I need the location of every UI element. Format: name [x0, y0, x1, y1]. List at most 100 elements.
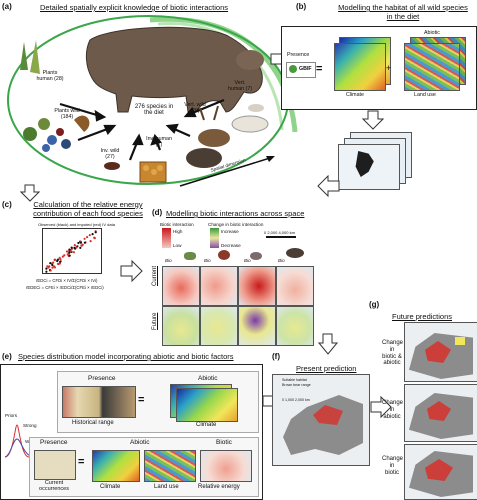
priors-curves [4, 424, 34, 458]
panel-b-box: Presence GBIF = Abiotic Climate + Land u… [281, 26, 477, 110]
vertebrate-illustrations [186, 104, 269, 168]
climate-label: Climate [346, 92, 364, 98]
scatter-point [77, 241, 80, 245]
abiotic-label: Abiotic [424, 30, 440, 36]
current-label: Current occurrences [39, 480, 69, 492]
scatter-point [79, 246, 82, 249]
panel-d-letter: (d) [152, 208, 163, 217]
scatter-point [46, 265, 49, 268]
presence2-label: Presence [40, 439, 68, 446]
group-inv-wild: Inv. wild (27) [100, 148, 120, 160]
panel-g-letter: (g) [369, 300, 380, 309]
map-current-2 [200, 266, 238, 306]
d-scale-bar [266, 236, 296, 238]
panel-c-title: Calculation of the relative energy contr… [33, 200, 143, 218]
bio-label-1: Bio [165, 258, 172, 263]
map-future-3 [238, 306, 276, 346]
scatter-point [83, 241, 86, 244]
equals-sign: = [316, 63, 323, 75]
land-use-label-e: Land use [154, 484, 179, 490]
center-arrows [59, 98, 225, 161]
change-colorbar [210, 228, 219, 248]
future-map-3 [404, 444, 477, 500]
biotic-colorbar [162, 228, 171, 248]
arrow-b-down [362, 110, 384, 130]
scatter-point [63, 254, 66, 257]
scatter-point [81, 243, 84, 246]
decrease-label: Decrease [221, 243, 241, 248]
panel-e-letter: (e) [2, 352, 12, 361]
scatter-point [52, 265, 56, 268]
bio-label-3: Bio [244, 258, 251, 263]
scatter-point [59, 260, 62, 263]
low-label: Low [173, 243, 182, 248]
formula-2: rEDECi = CFEi × rEDCi/Σ(CFEi × rEDCi) [26, 285, 104, 290]
bio-label-2: Bio [204, 258, 211, 263]
current-map [34, 450, 76, 480]
species-icon-1 [184, 252, 196, 260]
scatter-point [68, 248, 71, 251]
scatter-point [45, 267, 48, 270]
scatter-point [68, 251, 71, 254]
g-row-label-1: Change in biotic & abiotic [382, 340, 404, 367]
formula-1: rEDCi = CFDi × IV/Σ(CFDi × IVi) [36, 278, 98, 283]
future-map-2 [404, 384, 477, 442]
arrow-d-to-f [318, 333, 338, 355]
scatter-point [49, 269, 52, 272]
presence-label: Presence [287, 52, 310, 58]
species-icon-2 [218, 250, 230, 260]
bear-illustration [85, 26, 263, 113]
priors-label: Priors [5, 413, 17, 418]
scatter-point [93, 236, 96, 239]
present-prediction-map [272, 374, 370, 466]
change-label: Change in biotic interaction [208, 222, 264, 227]
species-icon-3 [250, 252, 262, 260]
scatter-point [89, 240, 92, 243]
scatter-plot [42, 228, 102, 274]
land-use-label: Land use [414, 92, 436, 98]
equals-sign-e: = [138, 394, 145, 406]
scatter-point [73, 246, 76, 249]
plus-sign: + [386, 63, 392, 73]
scatter-point [48, 265, 51, 268]
abiotic2-label: Abiotic [130, 439, 150, 446]
scatter-title: Observed (black) and imputed (red) IV da… [38, 222, 115, 227]
future-map-1 [404, 322, 477, 382]
climate-map-e2 [176, 388, 238, 422]
scatter-point [86, 236, 89, 239]
land-use-map-front [404, 43, 460, 91]
scatter-point [45, 270, 48, 273]
scatter-point [53, 258, 56, 261]
map-current-1 [162, 266, 200, 306]
panel-b-title: Modelling the habitat of all wild specie… [338, 3, 468, 21]
group-plants-wild: Plants wild (184) [54, 108, 80, 120]
climate-label-e: Climate [196, 422, 217, 428]
f-legend-2: Brown bear range [282, 383, 311, 387]
arrow-b-to-c [317, 175, 340, 197]
scatter-point [72, 251, 75, 254]
row-future-label: Future [152, 312, 158, 330]
high-label: High [173, 229, 183, 234]
group-vert-wild: Vert. wild (29) [184, 102, 206, 114]
bio-label-4: Bio [278, 258, 285, 263]
panel-f-letter: (f) [272, 352, 280, 361]
scatter-point [94, 231, 97, 234]
scatter-point [58, 262, 61, 265]
diet-center-label: 276 species in the diet [134, 104, 174, 116]
rel-energy-label: Relative energy [198, 484, 240, 490]
rel-energy-map [200, 450, 252, 482]
arrow-f-to-g [370, 396, 392, 418]
scatter-point [70, 246, 73, 249]
presence-label-e: Presence [88, 375, 116, 382]
panel-f-title: Present prediction [296, 364, 357, 373]
arrow-a-to-c [20, 184, 40, 202]
land-use-map-e [144, 450, 196, 482]
map-future-2 [200, 306, 238, 346]
map-current-4 [276, 266, 314, 306]
scatter-point [88, 234, 91, 237]
equals-sign-e2: = [78, 456, 85, 468]
gbif-logo: GBIF [286, 62, 316, 78]
scatter-point [59, 258, 62, 261]
strong-label: Strong [23, 423, 37, 428]
scatter-point [56, 262, 60, 265]
